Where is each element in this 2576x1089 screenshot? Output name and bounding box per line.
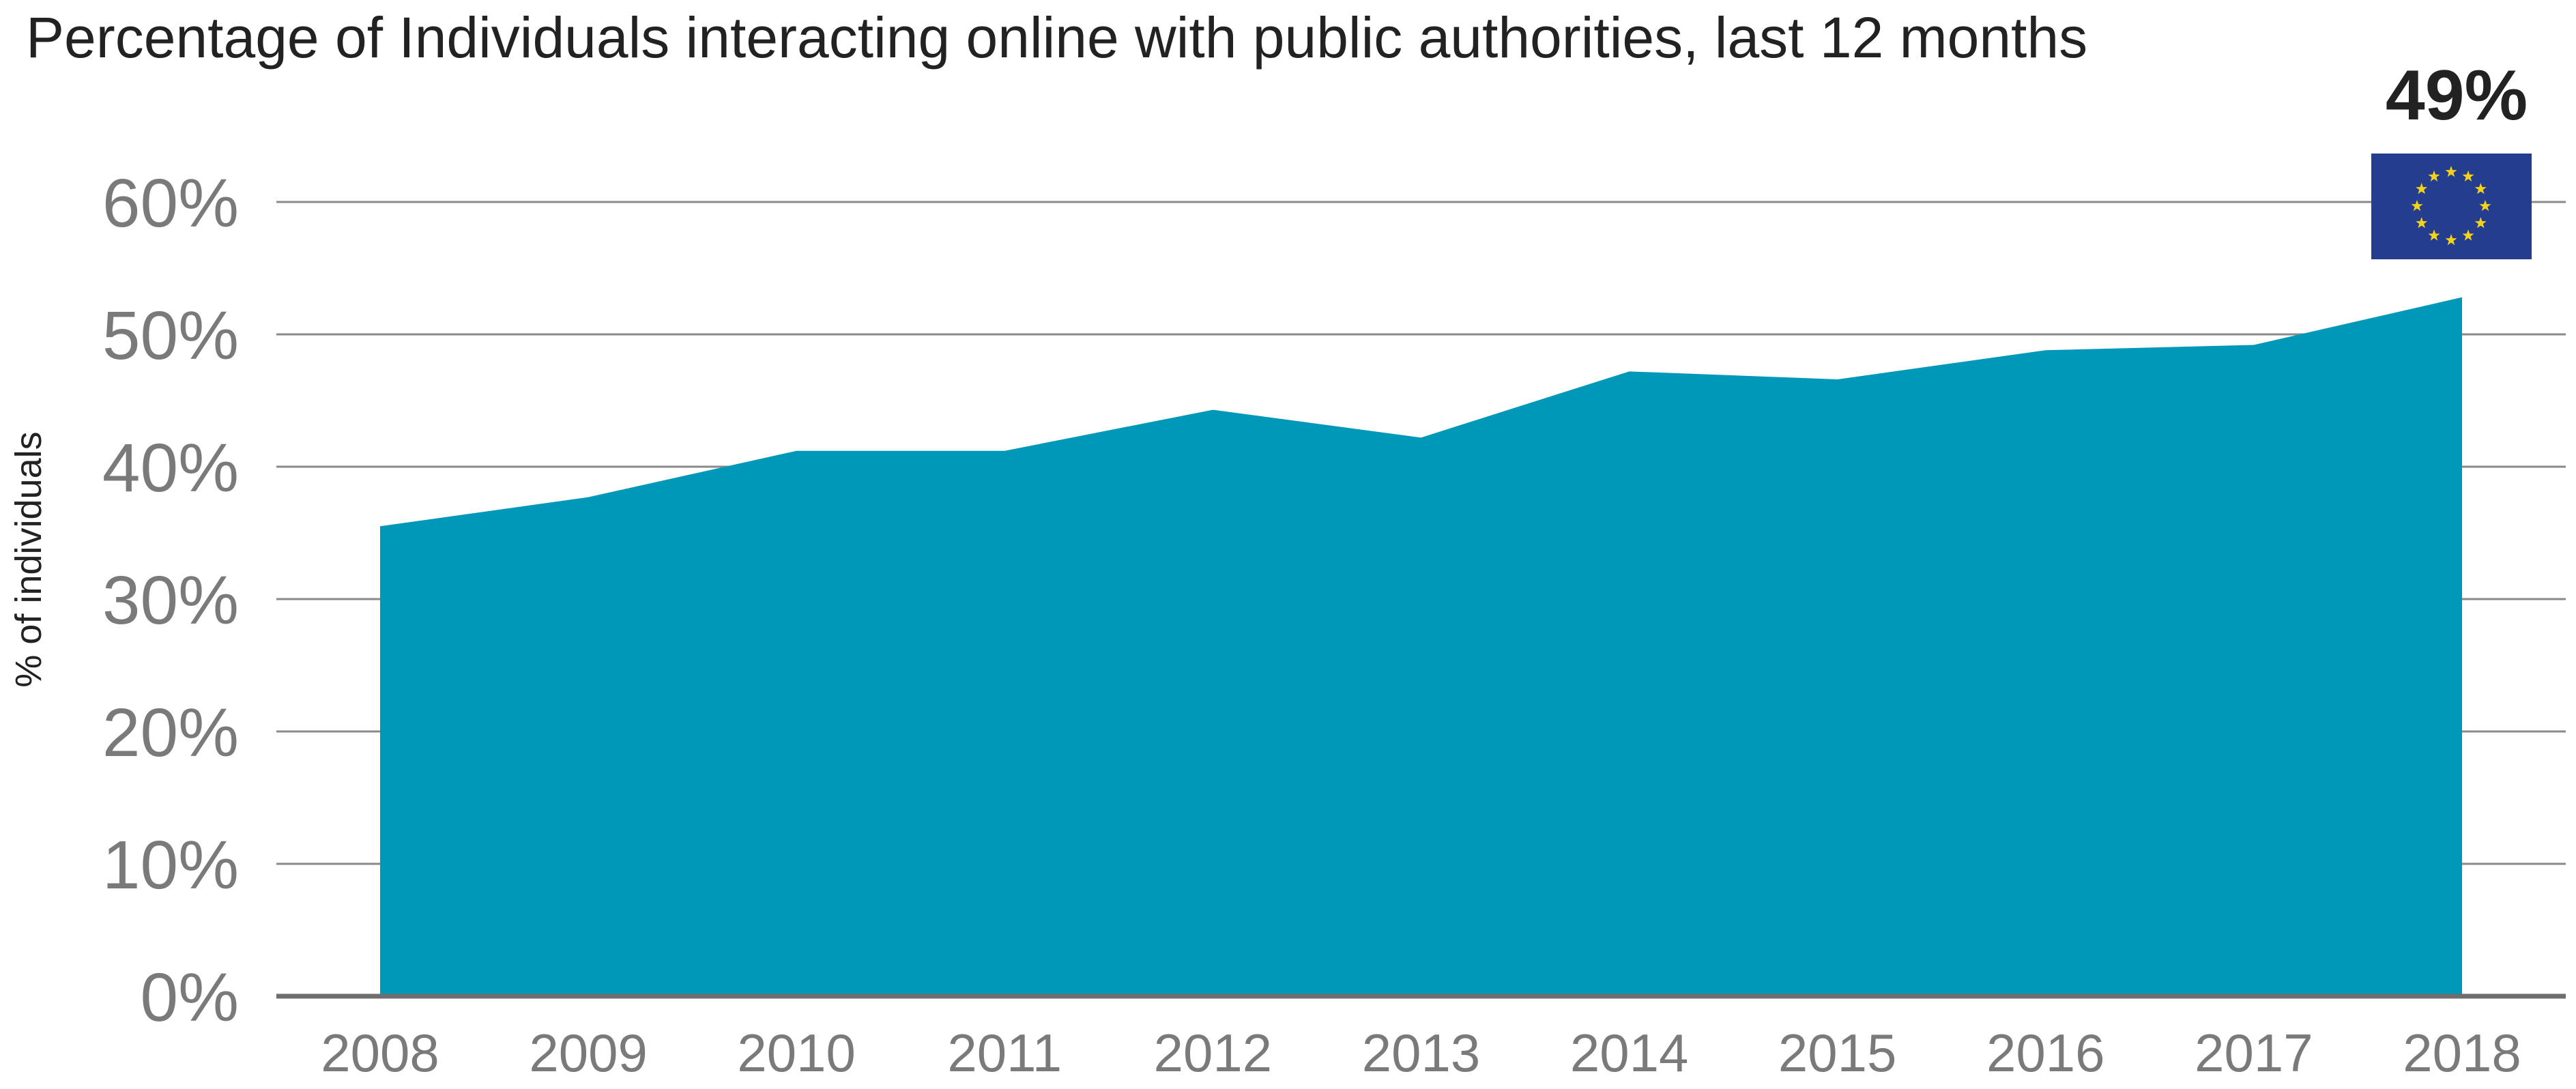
y-tick-label: 60% (102, 165, 239, 242)
flag-star (2462, 170, 2474, 182)
x-tick-label: 2008 (321, 1023, 439, 1083)
flag-star (2474, 217, 2487, 229)
y-tick-label: 40% (102, 430, 239, 506)
flag-star (2428, 170, 2440, 182)
y-tick-label: 50% (102, 297, 239, 374)
eu-flag-stars (2411, 166, 2491, 246)
x-axis-ticks: 2008 2009 2010 2011 2012 2013 2014 2015 2016 2017… (321, 1023, 2521, 1083)
flag-star (2428, 229, 2440, 241)
x-tick-label: 2015 (1778, 1023, 1897, 1083)
x-tick-label: 2018 (2403, 1023, 2521, 1083)
flag-star (2416, 183, 2428, 194)
area-fill (380, 297, 2462, 997)
x-tick-label: 2010 (737, 1023, 856, 1083)
x-tick-label: 2014 (1570, 1023, 1689, 1083)
flag-star (2474, 183, 2487, 194)
x-tick-label: 2013 (1362, 1023, 1481, 1083)
y-tick-label: 30% (102, 562, 239, 639)
eu-value-callout: 49% (2386, 56, 2528, 135)
flag-star (2445, 166, 2457, 177)
x-tick-label: 2012 (1154, 1023, 1273, 1083)
y-axis-ticks: 0% 10% 20% 30% 40% 50% 60% (102, 165, 239, 1036)
flag-star (2411, 200, 2423, 212)
y-tick-label: 20% (102, 695, 239, 771)
flag-star (2445, 234, 2457, 246)
flag-star (2416, 217, 2428, 229)
x-tick-label: 2009 (529, 1023, 648, 1083)
eu-flag-icon (2371, 154, 2532, 259)
x-tick-label: 2017 (2195, 1023, 2313, 1083)
area-series (276, 297, 2566, 999)
flag-star (2479, 200, 2491, 212)
x-tick-label: 2011 (947, 1023, 1062, 1083)
y-tick-label: 0% (140, 959, 239, 1036)
x-tick-label: 2016 (1986, 1023, 2105, 1083)
y-axis-label: % of individuals (8, 431, 49, 687)
chart-title: Percentage of Individuals interacting on… (26, 5, 2087, 70)
flag-star (2462, 229, 2474, 241)
y-tick-label: 10% (102, 827, 239, 903)
